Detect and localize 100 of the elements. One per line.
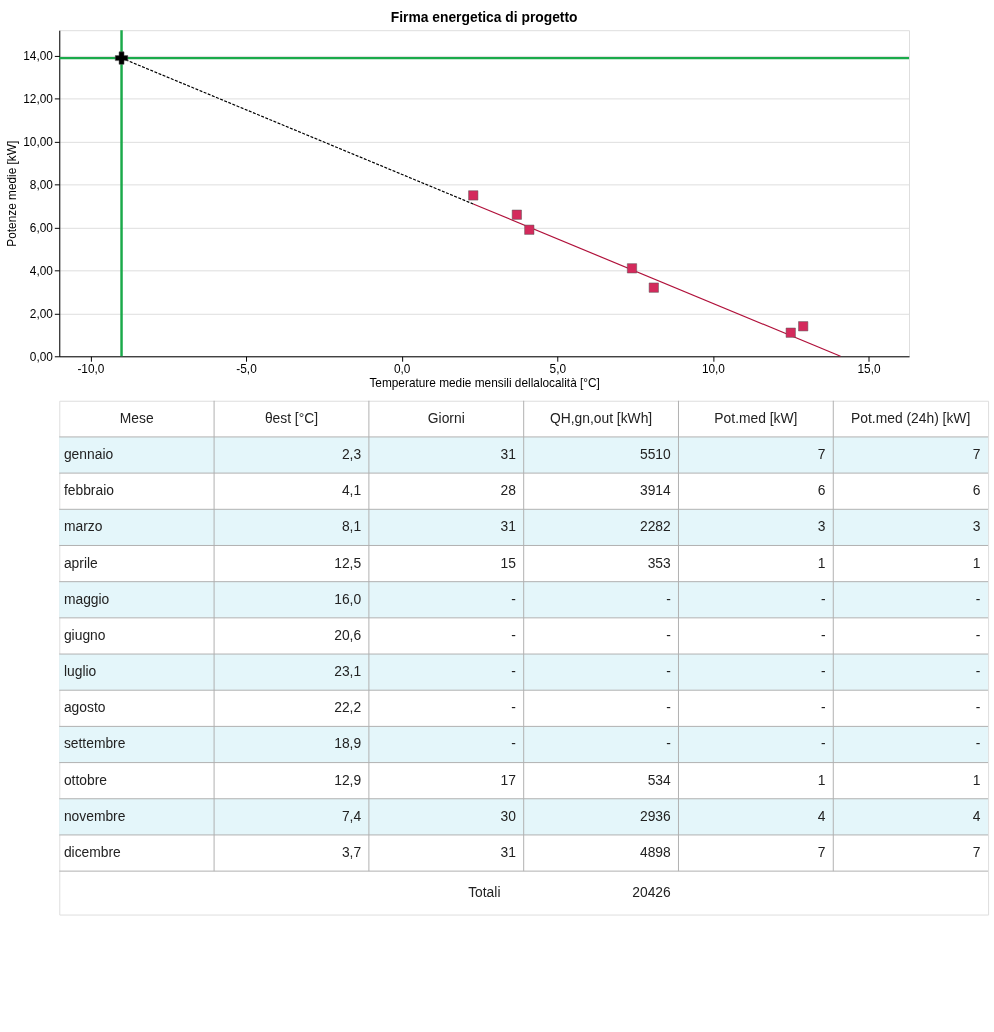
text: - <box>975 590 981 607</box>
text: settembre <box>63 735 126 752</box>
point <box>785 327 796 338</box>
text: 3 <box>972 518 981 535</box>
point <box>511 209 522 220</box>
text: - <box>511 626 516 643</box>
x-tick-label: -10,0 <box>77 361 105 376</box>
text: agosto <box>63 699 106 716</box>
text: - <box>666 626 671 643</box>
text: 18,9 <box>334 735 362 752</box>
y-tick-label: 10,00 <box>23 135 54 150</box>
x-axis-title: Temperature medie mensili dellalocalità [°C] <box>369 376 600 391</box>
text: Mese <box>119 409 154 426</box>
text: giugno <box>63 626 106 643</box>
text: 3 <box>817 518 826 535</box>
text: 20,6 <box>334 626 362 643</box>
text: 7 <box>972 843 981 860</box>
text: 7 <box>817 843 826 860</box>
text: 30 <box>500 807 517 824</box>
text: - <box>820 626 826 643</box>
y-tick-label: 8,00 <box>29 178 54 193</box>
text: Giorni <box>427 409 465 426</box>
text: 12,9 <box>334 771 362 788</box>
text: 534 <box>647 771 672 788</box>
y-tick-label: 6,00 <box>29 221 54 236</box>
text: 8,1 <box>341 518 362 535</box>
text: novembre <box>63 807 126 824</box>
text: 1 <box>817 771 826 788</box>
text: 31 <box>500 843 517 860</box>
point <box>115 51 129 65</box>
text: 4898 <box>639 843 672 860</box>
text: 4,1 <box>341 482 362 499</box>
text: 20426 <box>632 883 672 900</box>
text: 28 <box>500 482 517 499</box>
text: 6 <box>817 482 826 499</box>
text: 7,4 <box>341 807 362 824</box>
x-tick-label: 5,0 <box>549 361 567 376</box>
text: - <box>820 663 826 680</box>
text: 2,3 <box>341 445 362 462</box>
chart-title: Firma energetica di progetto <box>390 9 578 26</box>
text: Pot.med (24h) [kW] <box>851 409 971 426</box>
text: 3,7 <box>341 843 362 860</box>
text: 7 <box>972 445 981 462</box>
x-tick-label: -5,0 <box>236 361 258 376</box>
text: - <box>820 699 826 716</box>
text: - <box>975 735 981 752</box>
text: - <box>975 663 981 680</box>
text: - <box>666 663 671 680</box>
text: QH,gn,out [kWh] <box>549 409 653 426</box>
text: luglio <box>63 663 97 680</box>
y-tick-label: 14,00 <box>23 49 54 64</box>
text: aprile <box>63 554 99 571</box>
text: 4 <box>972 807 981 824</box>
text: 12,5 <box>334 554 362 571</box>
text: θest [°C] <box>264 409 319 426</box>
text: 23,1 <box>334 663 362 680</box>
text: - <box>975 626 981 643</box>
text: - <box>820 735 826 752</box>
text: - <box>975 699 981 716</box>
point <box>798 321 809 332</box>
point <box>468 190 479 201</box>
y-tick-label: 4,00 <box>29 263 54 278</box>
text: - <box>511 663 516 680</box>
text: 17 <box>500 771 516 788</box>
text: maggio <box>63 590 110 607</box>
text: 1 <box>972 554 981 571</box>
point <box>648 282 659 293</box>
text: 22,2 <box>334 699 362 716</box>
point <box>627 263 637 274</box>
text: 1 <box>972 771 981 788</box>
text: - <box>511 590 516 607</box>
text: - <box>666 699 671 716</box>
text: - <box>820 590 826 607</box>
text: 3914 <box>639 482 672 499</box>
x-tick-label: 0,0 <box>393 361 411 376</box>
text: - <box>666 735 671 752</box>
text: marzo <box>63 518 103 535</box>
text: febbraio <box>63 482 115 499</box>
text: Totali <box>468 883 501 900</box>
text: ottobre <box>63 771 108 788</box>
text: Pot.med [kW] <box>714 409 798 426</box>
y-axis-title: Potenze medie [kW] <box>5 140 20 247</box>
text: 16,0 <box>334 590 362 607</box>
y-tick-label: 12,00 <box>23 92 54 107</box>
text: 2282 <box>639 518 671 535</box>
text: - <box>511 699 516 716</box>
y-tick-label: 0,00 <box>29 349 54 364</box>
text: 31 <box>500 445 517 462</box>
x-tick-label: 10,0 <box>701 361 726 376</box>
text: gennaio <box>63 445 114 462</box>
text: 2936 <box>639 807 672 824</box>
y-tick-label: 2,00 <box>29 306 54 321</box>
text: 6 <box>972 482 981 499</box>
point <box>524 224 535 235</box>
text: dicembre <box>63 843 122 860</box>
text: - <box>511 735 516 752</box>
text: 7 <box>817 445 826 462</box>
text: - <box>666 590 671 607</box>
text: 31 <box>500 518 517 535</box>
text: 15 <box>500 554 517 571</box>
